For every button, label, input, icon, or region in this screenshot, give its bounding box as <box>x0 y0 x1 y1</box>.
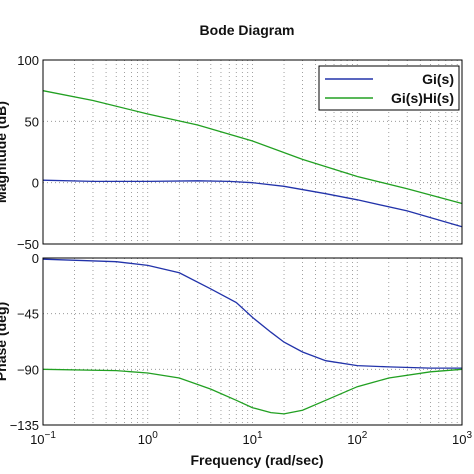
magnitude-y-label: Magnitude (dB) <box>0 101 9 203</box>
magnitude-series-gihi <box>42 90 463 205</box>
phase-panel: 0 −45 −90 −135 Phase (deg) <box>0 251 463 433</box>
y-tick-label: 50 <box>25 114 39 129</box>
chart-title: Bode Diagram <box>200 22 295 38</box>
y-tick-label: −50 <box>17 237 39 252</box>
magnitude-frame <box>42 59 463 245</box>
x-tick-label: 101 <box>242 430 262 447</box>
x-tick-label: 100 <box>138 430 158 447</box>
phase-series-gi <box>42 258 462 369</box>
y-tick-label: −135 <box>10 418 39 433</box>
phase-frame <box>42 257 463 426</box>
x-tick-label: 10−1 <box>30 430 56 447</box>
legend-label: Gi(s) <box>422 71 454 87</box>
phase-y-label: Phase (deg) <box>0 302 9 381</box>
y-tick-label: 0 <box>32 176 39 191</box>
y-tick-label: −45 <box>17 307 39 322</box>
legend: Gi(s) Gi(s)Hi(s) <box>318 65 460 111</box>
x-axis-label: Frequency (rad/sec) <box>190 452 323 468</box>
magnitude-panel: 100 50 0 −50 Magnitude (dB) <box>0 53 463 252</box>
magnitude-series-gi <box>42 179 463 228</box>
y-tick-label: −90 <box>17 362 39 377</box>
legend-box <box>318 65 460 111</box>
x-tick-label: 102 <box>347 430 367 447</box>
x-tick-label: 103 <box>452 430 472 447</box>
legend-label: Gi(s)Hi(s) <box>391 90 454 106</box>
y-tick-label: 100 <box>17 53 39 68</box>
y-tick-label: 0 <box>32 251 39 266</box>
phase-series-gihi <box>42 368 463 415</box>
